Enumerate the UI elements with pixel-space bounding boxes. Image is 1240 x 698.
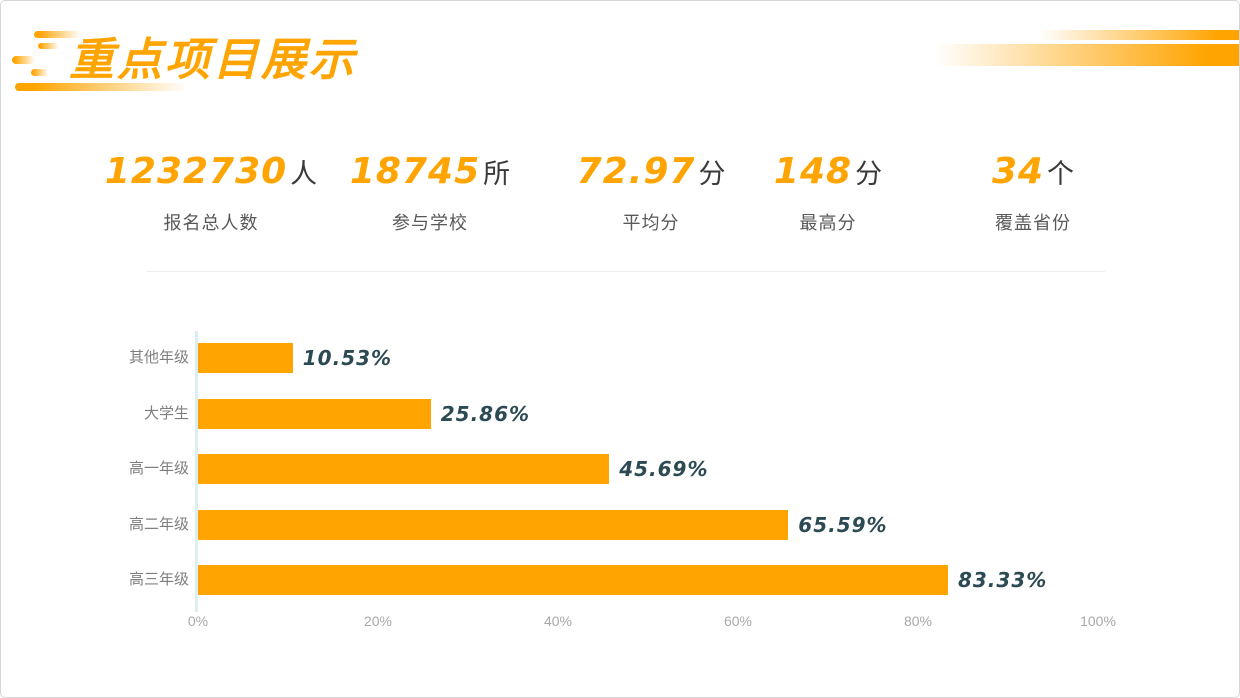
right-streak-icon bbox=[934, 44, 1239, 66]
value-label: 10.53% bbox=[302, 346, 393, 370]
speed-line-icon bbox=[15, 83, 187, 91]
x-axis-tick-label: 80% bbox=[903, 613, 933, 629]
stat-highest-score: 148 分 最高分 bbox=[703, 151, 953, 235]
right-streak-icon bbox=[1039, 30, 1239, 40]
category-label: 高三年级 bbox=[128, 571, 189, 588]
stat-unit: 所 bbox=[483, 159, 511, 189]
x-axis-tick-label: 40% bbox=[543, 613, 573, 629]
speed-line-icon bbox=[12, 56, 35, 64]
speed-line-icon bbox=[38, 43, 59, 49]
stat-covered-provinces: 34 个 覆盖省份 bbox=[908, 151, 1158, 235]
stat-label: 覆盖省份 bbox=[995, 213, 1071, 233]
bar bbox=[198, 454, 610, 484]
stat-label: 参与学校 bbox=[392, 213, 468, 233]
value-label: 25.86% bbox=[440, 401, 531, 426]
stat-value: 18745 bbox=[349, 151, 481, 192]
x-axis-tick-label: 0% bbox=[187, 613, 209, 629]
category-label: 其他年级 bbox=[128, 349, 189, 366]
stat-unit: 分 bbox=[855, 159, 883, 189]
stat-label: 平均分 bbox=[622, 213, 680, 233]
value-label: 65.59% bbox=[798, 512, 888, 537]
category-label: 高一年级 bbox=[128, 460, 189, 477]
stat-unit: 人 bbox=[290, 159, 318, 189]
stat-value-line: 18745 所 bbox=[305, 151, 555, 200]
stat-unit: 分 bbox=[698, 159, 726, 189]
bar bbox=[198, 509, 789, 540]
y-axis-line bbox=[195, 331, 198, 612]
category-label: 高二年级 bbox=[128, 515, 189, 533]
category-label: 大学生 bbox=[143, 404, 189, 422]
stat-value-line: 148 分 bbox=[703, 151, 953, 200]
stat-value-line: 72.97 分 bbox=[526, 151, 776, 200]
stat-label: 最高分 bbox=[799, 213, 857, 233]
page-title: 重点项目展示 bbox=[69, 34, 358, 85]
stat-value-line: 1232730 人 bbox=[86, 151, 336, 200]
value-label: 83.33% bbox=[957, 568, 1048, 592]
stat-total-registrations: 1232730 人 报名总人数 bbox=[86, 151, 336, 235]
bar bbox=[198, 398, 431, 429]
stat-value: 72.97 bbox=[576, 151, 696, 192]
value-label: 45.69% bbox=[619, 457, 709, 481]
stat-value-line: 34 个 bbox=[908, 151, 1158, 200]
stat-average-score: 72.97 分 平均分 bbox=[526, 151, 776, 235]
x-axis-tick-label: 20% bbox=[363, 613, 393, 629]
stat-label: 报名总人数 bbox=[163, 213, 259, 233]
speed-line-icon bbox=[31, 69, 48, 76]
stat-participating-schools: 18745 所 参与学校 bbox=[305, 151, 555, 235]
stat-unit: 个 bbox=[1047, 159, 1075, 189]
stat-value: 34 bbox=[991, 151, 1045, 192]
divider-line bbox=[147, 271, 1105, 272]
speed-line-icon bbox=[34, 31, 81, 38]
bar bbox=[198, 343, 293, 373]
stat-value: 148 bbox=[773, 151, 853, 192]
bar bbox=[198, 565, 948, 595]
x-axis-tick-label: 60% bbox=[723, 613, 753, 629]
stat-value: 1232730 bbox=[104, 151, 288, 192]
x-axis-tick-label: 100% bbox=[1080, 613, 1116, 629]
